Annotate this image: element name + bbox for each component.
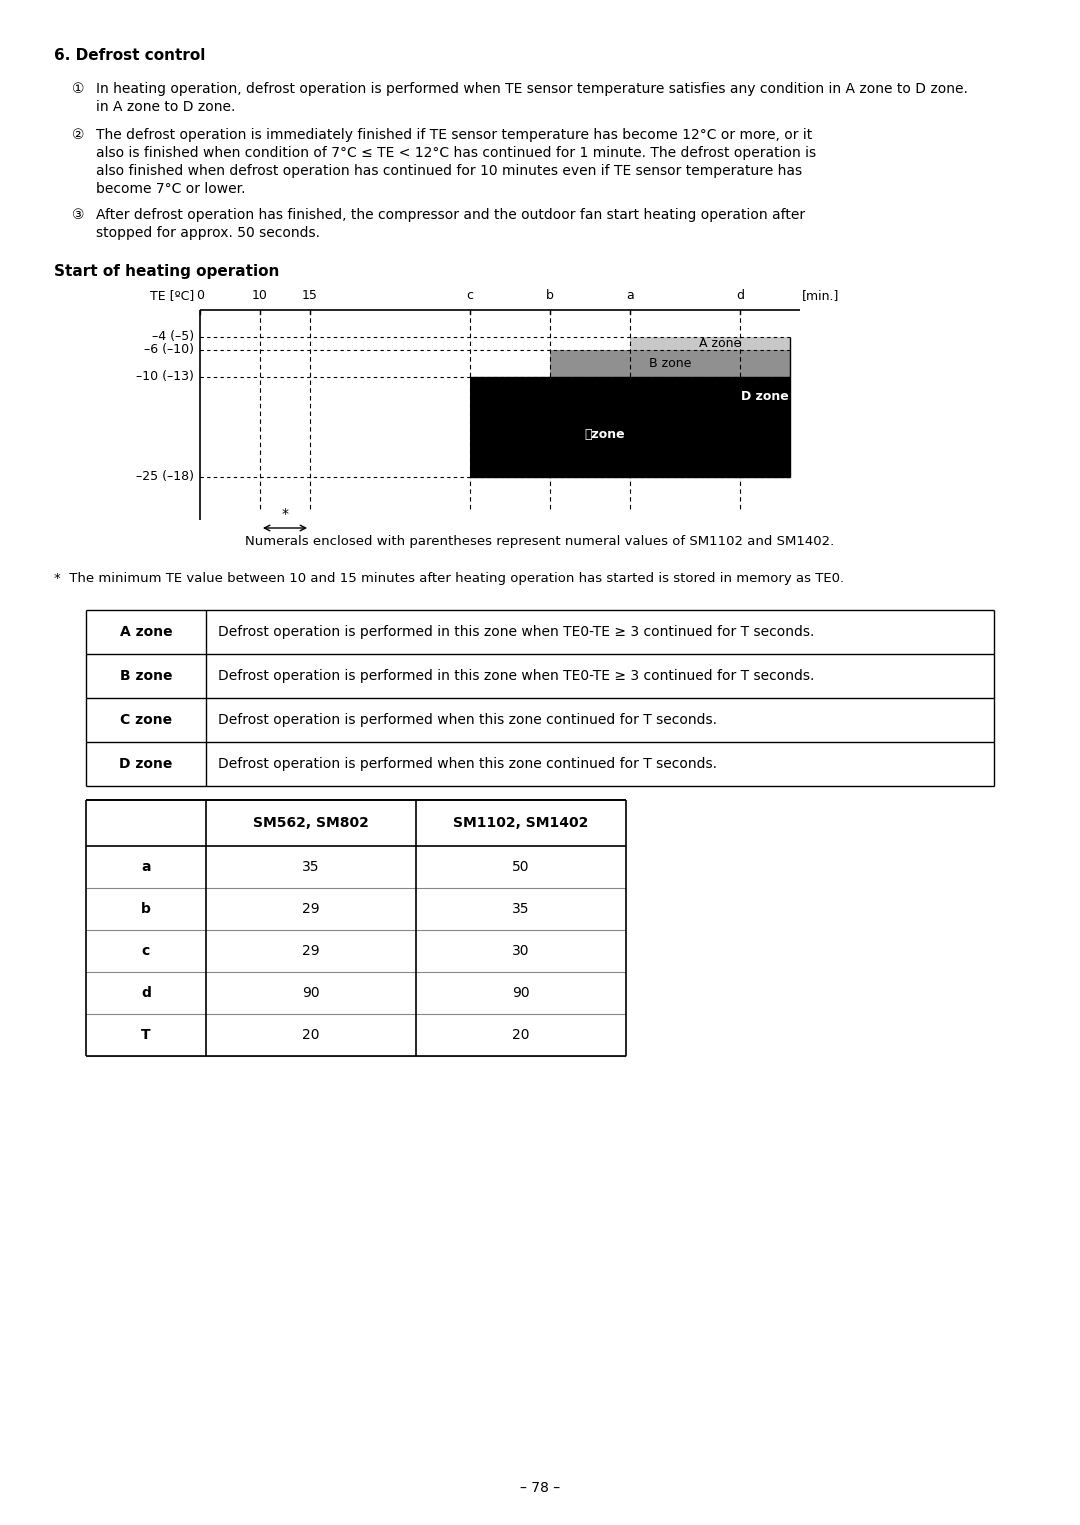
Bar xyxy=(470,377,789,477)
Text: In heating operation, defrost operation is performed when TE sensor temperature : In heating operation, defrost operation … xyxy=(96,82,968,96)
Text: *: * xyxy=(282,506,288,522)
Text: –6 (–10): –6 (–10) xyxy=(144,343,194,357)
Text: 20: 20 xyxy=(302,1028,320,1042)
Text: Defrost operation is performed in this zone when TE0-TE ≥ 3 continued for T seco: Defrost operation is performed in this z… xyxy=(218,669,814,683)
Text: also finished when defrost operation has continued for 10 minutes even if TE sen: also finished when defrost operation has… xyxy=(96,165,802,178)
Text: b: b xyxy=(546,290,554,302)
Text: A zone: A zone xyxy=(699,337,741,349)
Text: c: c xyxy=(141,944,150,958)
Text: 50: 50 xyxy=(512,860,530,874)
Text: 0: 0 xyxy=(195,290,204,302)
Text: a: a xyxy=(626,290,634,302)
Text: –25 (–18): –25 (–18) xyxy=(136,470,194,483)
Text: 29: 29 xyxy=(302,944,320,958)
Text: 90: 90 xyxy=(302,987,320,1000)
Text: 15: 15 xyxy=(302,290,318,302)
Text: Defrost operation is performed when this zone continued for T seconds.: Defrost operation is performed when this… xyxy=(218,756,717,772)
Text: also is finished when condition of 7°C ≤ TE < 12°C has continued for 1 minute. T: also is finished when condition of 7°C ≤… xyxy=(96,146,816,160)
Text: Defrost operation is performed in this zone when TE0-TE ≥ 3 continued for T seco: Defrost operation is performed in this z… xyxy=(218,625,814,639)
Text: a: a xyxy=(141,860,151,874)
Text: 6. Defrost control: 6. Defrost control xyxy=(54,47,205,63)
Bar xyxy=(550,351,789,377)
Text: ②: ② xyxy=(72,128,84,142)
Text: Ⓒzone: Ⓒzone xyxy=(584,429,625,441)
Text: The defrost operation is immediately finished if TE sensor temperature has becom: The defrost operation is immediately fin… xyxy=(96,128,812,142)
Text: ①: ① xyxy=(72,82,84,96)
Text: After defrost operation has finished, the compressor and the outdoor fan start h: After defrost operation has finished, th… xyxy=(96,207,805,223)
Text: [min.]: [min.] xyxy=(802,290,839,302)
Text: SM562, SM802: SM562, SM802 xyxy=(253,816,369,830)
Text: 10: 10 xyxy=(252,290,268,302)
Text: *  The minimum TE value between 10 and 15 minutes after heating operation has st: * The minimum TE value between 10 and 15… xyxy=(54,572,845,586)
Text: D zone: D zone xyxy=(741,390,788,403)
Text: 30: 30 xyxy=(512,944,530,958)
Text: –10 (–13): –10 (–13) xyxy=(136,371,194,383)
Text: 35: 35 xyxy=(302,860,320,874)
Text: D zone: D zone xyxy=(119,756,173,772)
Text: 90: 90 xyxy=(512,987,530,1000)
Text: C zone: C zone xyxy=(120,714,172,727)
Text: 35: 35 xyxy=(512,901,530,917)
Text: Defrost operation is performed when this zone continued for T seconds.: Defrost operation is performed when this… xyxy=(218,714,717,727)
Text: become 7°C or lower.: become 7°C or lower. xyxy=(96,181,245,197)
Text: SM1102, SM1402: SM1102, SM1402 xyxy=(454,816,589,830)
Text: ③: ③ xyxy=(72,207,84,223)
Text: b: b xyxy=(141,901,151,917)
Text: A zone: A zone xyxy=(120,625,173,639)
Text: stopped for approx. 50 seconds.: stopped for approx. 50 seconds. xyxy=(96,226,320,239)
Text: in A zone to D zone.: in A zone to D zone. xyxy=(96,101,235,114)
Text: –4 (–5): –4 (–5) xyxy=(152,331,194,343)
Text: d: d xyxy=(735,290,744,302)
Text: – 78 –: – 78 – xyxy=(519,1481,561,1494)
Text: TE [ºC]: TE [ºC] xyxy=(150,290,194,302)
Text: Numerals enclosed with parentheses represent numeral values of SM1102 and SM1402: Numerals enclosed with parentheses repre… xyxy=(245,535,835,547)
Text: B zone: B zone xyxy=(649,357,691,371)
Text: 29: 29 xyxy=(302,901,320,917)
Text: d: d xyxy=(141,987,151,1000)
Text: Start of heating operation: Start of heating operation xyxy=(54,264,280,279)
Bar xyxy=(630,337,789,351)
Text: T: T xyxy=(141,1028,151,1042)
Text: c: c xyxy=(467,290,473,302)
Text: B zone: B zone xyxy=(120,669,172,683)
Text: 20: 20 xyxy=(512,1028,530,1042)
